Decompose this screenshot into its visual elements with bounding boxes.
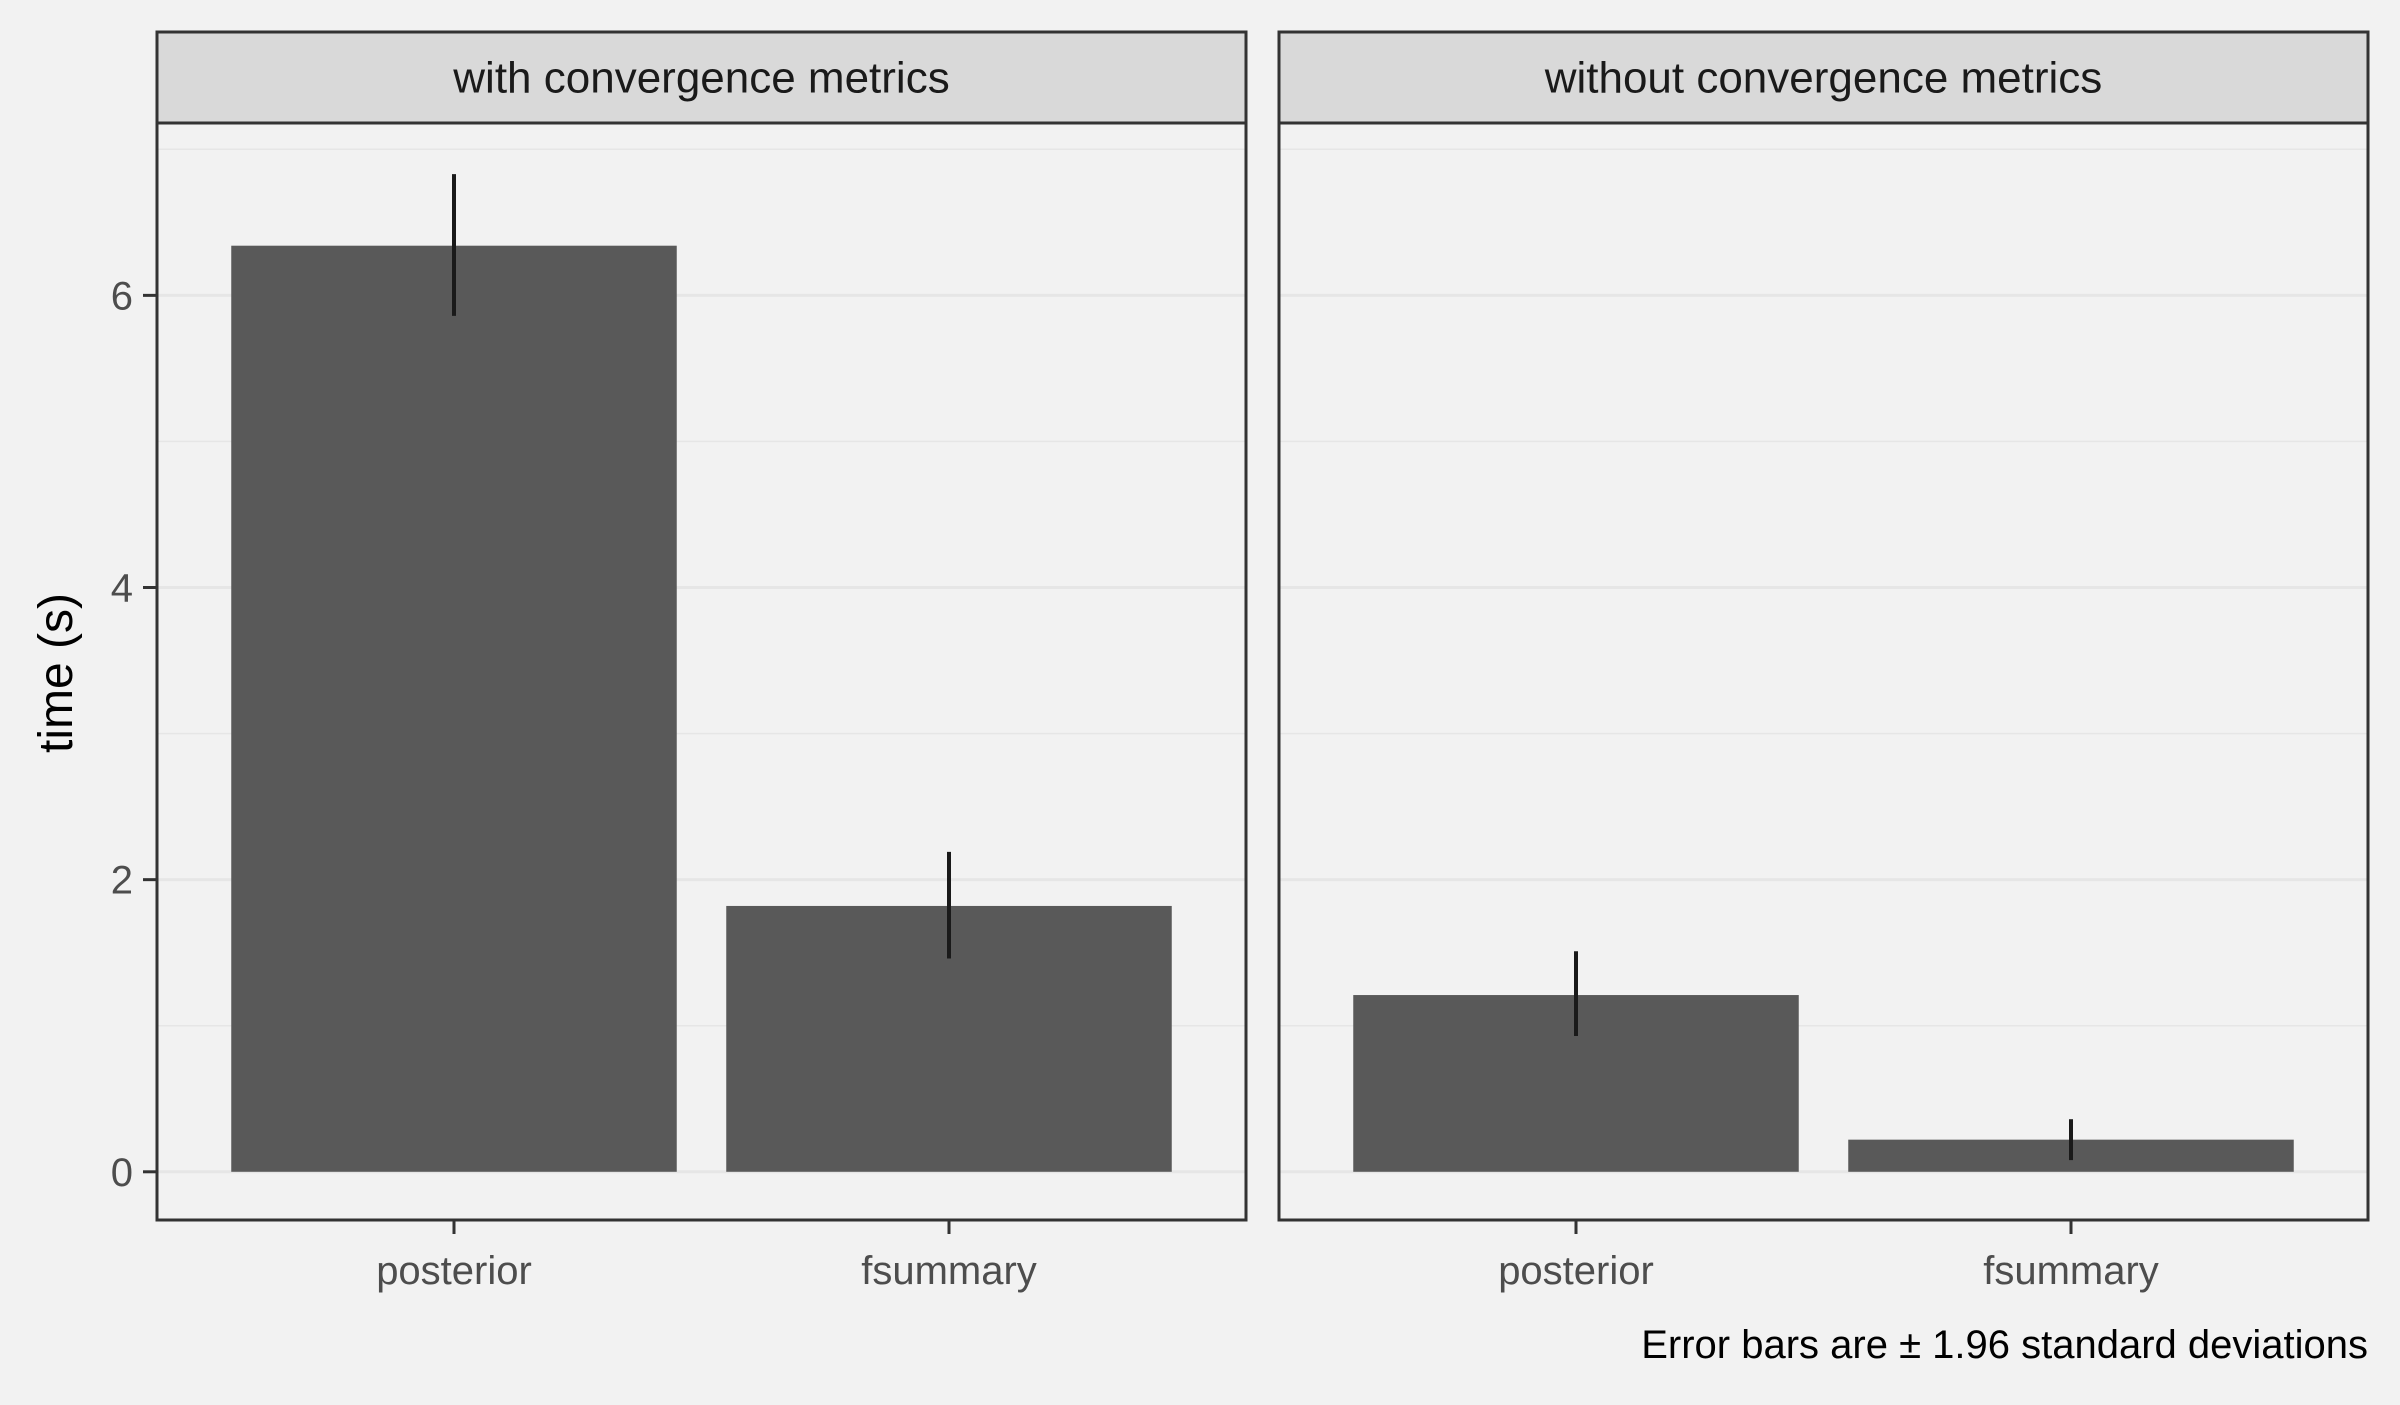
facet-strip — [1277, 30, 2370, 125]
bar-posterior — [231, 245, 677, 1172]
facet-panel-2: posterior fsummary without convergence met… — [1277, 30, 2370, 1293]
y-tick-label: 0 — [111, 1151, 133, 1195]
chart-caption: Error bars are ± 1.96 standard deviation… — [1641, 1323, 2368, 1367]
x-tick-label: fsummary — [861, 1249, 1037, 1293]
y-tick-label: 2 — [111, 859, 133, 903]
facet-strip-label: without convergence metrics — [1544, 54, 2103, 103]
facet-strip-label: with convergence metrics — [452, 54, 949, 103]
panels-layer: posterior fsummary with convergence metric… — [111, 30, 2370, 1293]
facet-strip — [155, 30, 1248, 125]
x-tick-label: posterior — [1498, 1249, 1654, 1293]
y-tick-label: 6 — [111, 274, 133, 318]
y-axis-title: time (s) — [30, 593, 83, 753]
y-tick-label: 4 — [111, 567, 133, 611]
x-tick-label: posterior — [376, 1249, 532, 1293]
facet-panel-1: posterior fsummary with convergence metric… — [111, 30, 1248, 1293]
x-tick-label: fsummary — [1983, 1249, 2159, 1293]
